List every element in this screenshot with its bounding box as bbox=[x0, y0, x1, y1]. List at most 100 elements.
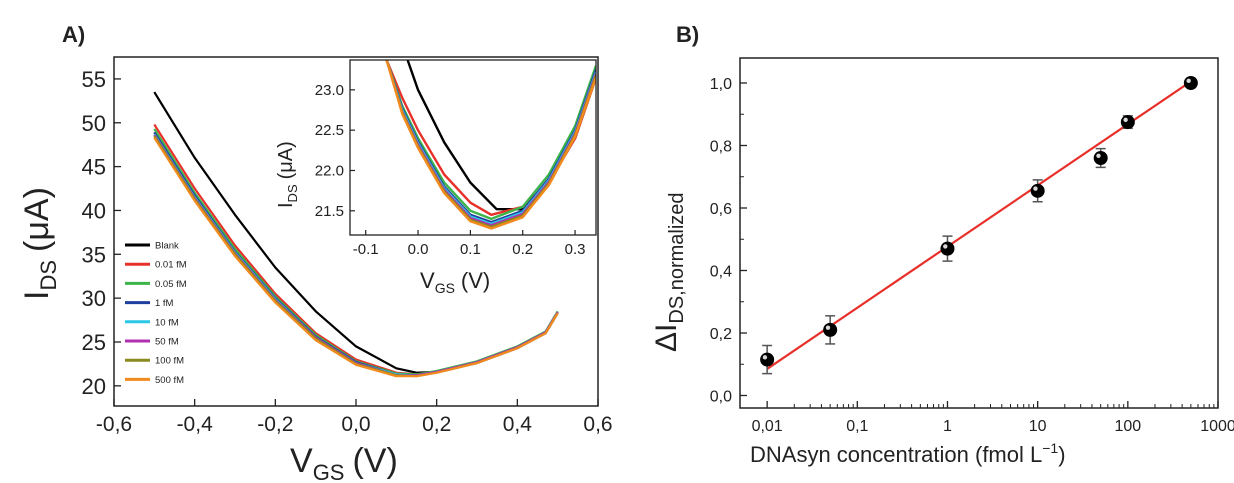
panel-b-x-axis-label: DNAsyn concentration (fmol L−1) bbox=[750, 440, 1066, 467]
panel-a-y-tick-label: 40 bbox=[82, 198, 106, 223]
panel-a-x-tick-label: 0,0 bbox=[341, 413, 370, 436]
panel-b-x-tick-label: 0,1 bbox=[846, 418, 868, 435]
panel-a-x-tick-label: 0,6 bbox=[583, 413, 612, 436]
panel-b-fit bbox=[766, 80, 1192, 370]
panel-b-x-tick-label: 1 bbox=[943, 418, 952, 435]
panel-b-y-tick-label: 1,0 bbox=[710, 76, 732, 93]
panel-b-y-tick-label: 0,6 bbox=[710, 201, 732, 218]
panel-b-x-label-main: DNAsyn concentration (fmol L bbox=[750, 442, 1042, 467]
legend-label-10-fm: 10 fM bbox=[155, 317, 179, 328]
panel-b-data-point bbox=[1183, 76, 1198, 90]
panel-b-x-tick-label: 1000 bbox=[1200, 418, 1234, 435]
panel-b-x-tick-label: 0,01 bbox=[752, 418, 783, 435]
panel-b-x-label-sup: −1 bbox=[1042, 440, 1058, 456]
inset-x-axis-label: VGS (V) bbox=[420, 268, 490, 296]
panel-a-inset: -0.1 0.0 0.1 0.2 0.3 21.5 22.0 22.5 23.0 VGS (V)… bbox=[275, 59, 597, 296]
panel-b-y-tick-label: 0,8 bbox=[710, 139, 732, 156]
legend-label-0-01-fm: 0.01 fM bbox=[155, 260, 187, 271]
panel-b-data-point bbox=[1030, 183, 1045, 198]
inset-y-label-main: I bbox=[275, 202, 297, 208]
inset-x-label-sub: GS bbox=[435, 280, 455, 296]
inset-y-tick-label: 23.0 bbox=[315, 82, 344, 99]
panel-a-y-tick-label: 20 bbox=[82, 374, 106, 399]
inset-series-0-05-fm bbox=[385, 60, 596, 221]
inset-y-ticks: 21.5 22.0 22.5 23.0 bbox=[315, 82, 355, 220]
inset-series-500-fm bbox=[385, 60, 596, 230]
inset-x-tick-label: 0.3 bbox=[565, 241, 586, 258]
panel-b-y-label-main: ΔI bbox=[650, 324, 683, 352]
panel-b-y-label-sub: DS,normalized bbox=[666, 192, 688, 323]
panel-b-x-tick-label: 10 bbox=[1029, 418, 1047, 435]
legend-label-blank: Blank bbox=[155, 241, 179, 252]
panel-a-y-ticks: 20 25 30 35 40 45 50 55 bbox=[82, 67, 121, 399]
panel-b-x-label-end: ) bbox=[1058, 442, 1065, 467]
panel-b-y-ticks: 0,0 0,2 0,4 0,6 0,8 1,0 bbox=[710, 76, 747, 406]
panel-b-data-point bbox=[823, 322, 838, 337]
legend-label-100-fm: 100 fM bbox=[155, 356, 184, 367]
panel-a-legend: Blank 0.01 fM 0.05 fM 1 fM 10 fM 50 fM 100 fM 5… bbox=[125, 241, 187, 386]
panel-a-y-label-main: I bbox=[18, 291, 56, 300]
panel-b-data-point bbox=[760, 352, 775, 367]
inset-x-tick-label: 0.0 bbox=[408, 241, 429, 258]
panel-a-x-ticks: -0,6 -0,4 -0,2 0,0 0,2 0,4 0,6 bbox=[96, 399, 613, 436]
panel-a-label: A) bbox=[62, 22, 85, 47]
panel-b-y-tick-label: 0,0 bbox=[710, 389, 732, 406]
panel-a-y-label-unit: (μA) bbox=[18, 187, 56, 252]
panel-b-fit-line bbox=[766, 80, 1192, 370]
panel-b-x-tick-label: 100 bbox=[1114, 418, 1141, 435]
legend-label-0-05-fm: 0.05 fM bbox=[155, 279, 187, 290]
panel-a-x-tick-label: -0,4 bbox=[177, 413, 214, 436]
panel-a-y-axis-label: IDS (μA) bbox=[18, 187, 61, 300]
inset-x-label-main: V bbox=[420, 268, 435, 293]
panel-a-y-tick-label: 30 bbox=[82, 286, 106, 311]
panel-b: B) 0,01 0,1 1 10 100 1000 0,00,20,40,60,81,0 … bbox=[650, 22, 1234, 467]
panel-a-y-label-sub: DS bbox=[36, 260, 61, 291]
panel-a-x-axis-label: VGS (V) bbox=[290, 442, 398, 483]
panel-b-point-highlight bbox=[943, 244, 948, 249]
panel-a-x-label-main: V bbox=[290, 442, 313, 480]
inset-y-label-sub: DS bbox=[285, 184, 300, 202]
inset-y-tick-label: 21.5 bbox=[315, 203, 344, 220]
panel-b-point-highlight bbox=[1033, 186, 1038, 191]
panel-b-point-highlight bbox=[1096, 153, 1101, 158]
panel-a-x-tick-label: 0,4 bbox=[503, 413, 533, 436]
legend-label-500-fm: 500 fM bbox=[155, 375, 184, 386]
panel-b-y-axis-label: ΔIDS,normalized bbox=[650, 192, 688, 352]
inset-x-label-unit: (V) bbox=[461, 268, 490, 293]
panel-b-label: B) bbox=[676, 22, 699, 47]
panel-b-point-highlight bbox=[825, 325, 831, 330]
panel-b-point-highlight bbox=[1186, 78, 1191, 84]
panel-a-series bbox=[153, 91, 559, 378]
panel-b-points bbox=[760, 76, 1198, 375]
panel-b-point-highlight bbox=[762, 355, 768, 360]
panel-a-y-tick-label: 45 bbox=[82, 155, 106, 180]
panel-a-x-tick-label: -0,6 bbox=[96, 413, 132, 436]
inset-y-axis-label: IDS (μA) bbox=[275, 141, 300, 208]
panel-a-y-tick-label: 25 bbox=[82, 330, 106, 355]
inset-y-tick-label: 22.0 bbox=[315, 162, 344, 179]
inset-x-tick-label: 0.1 bbox=[460, 241, 481, 258]
panel-a-y-tick-label: 35 bbox=[82, 242, 106, 267]
panel-b-data-point bbox=[1093, 151, 1108, 165]
panel-b-frame bbox=[739, 57, 1219, 409]
inset-x-tick-label: 0.2 bbox=[512, 241, 533, 258]
panel-a-x-label-sub: GS bbox=[313, 460, 345, 483]
panel-b-data-point bbox=[1120, 115, 1135, 130]
panel-b-data-point bbox=[940, 241, 955, 256]
inset-frame bbox=[349, 59, 597, 236]
inset-x-tick-label: -0.1 bbox=[353, 241, 379, 258]
panel-a-series-500-fm bbox=[153, 137, 559, 378]
panel-a-x-label-unit: (V) bbox=[352, 442, 397, 480]
panel-a-x-tick-label: -0,2 bbox=[257, 413, 293, 436]
inset-x-ticks: -0.1 0.0 0.1 0.2 0.3 bbox=[353, 230, 586, 258]
panel-b-point-highlight bbox=[1123, 117, 1128, 123]
panel-b-x-ticks: 0,01 0,1 1 10 100 1000 bbox=[752, 401, 1234, 435]
panel-a: A) -0,6 -0,4 -0,2 0,0 0,2 0,4 0,6 20 25 30 35 40 45… bbox=[18, 22, 613, 483]
panel-b-y-tick-label: 0,4 bbox=[710, 264, 732, 281]
panel-a-x-tick-label: 0,2 bbox=[422, 413, 451, 436]
panel-b-y-tick-label: 0,2 bbox=[710, 326, 732, 343]
panel-a-y-tick-label: 55 bbox=[82, 67, 106, 92]
inset-y-tick-label: 22.5 bbox=[315, 122, 344, 139]
inset-series bbox=[385, 60, 596, 230]
